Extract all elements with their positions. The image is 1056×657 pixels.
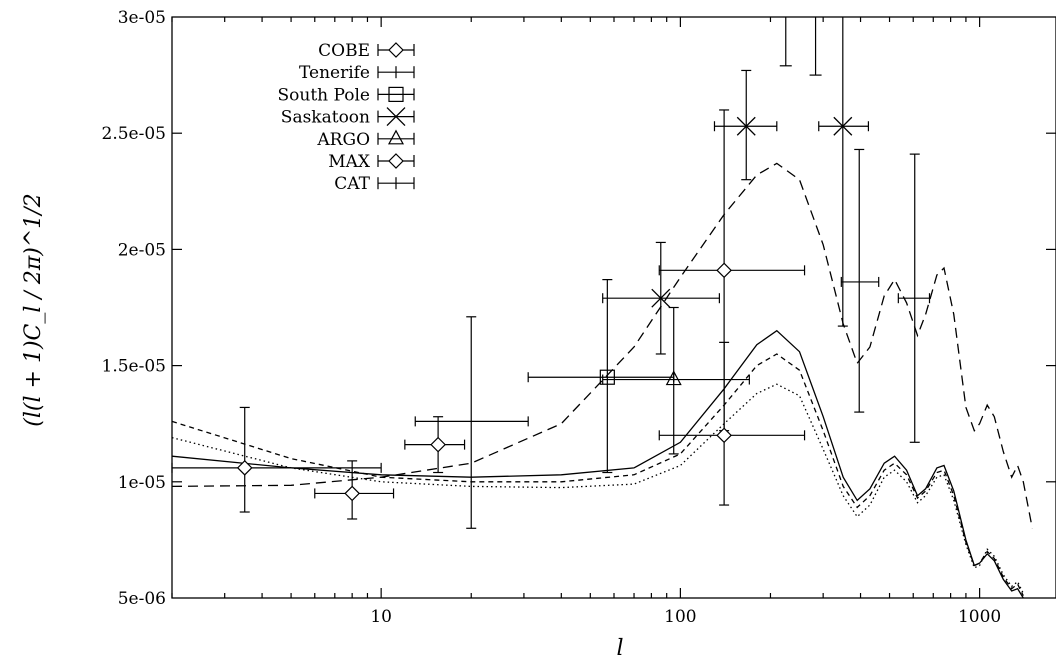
legend-label: South Pole [278, 85, 371, 105]
diamond-marker [430, 436, 446, 453]
model-curve-dotted [171, 383, 1024, 594]
model-curve-solid [171, 329, 1024, 599]
legend-label: COBE [318, 41, 370, 61]
triangle-marker [665, 370, 682, 386]
model-curves [171, 162, 1033, 599]
legend-label: MAX [328, 152, 371, 172]
diamond-marker [344, 485, 361, 502]
diamond-marker [236, 460, 253, 476]
x-tick-label: 100 [664, 607, 696, 627]
series-south-pole [527, 279, 675, 474]
series-cat [840, 148, 931, 443]
y-tick-label: 3e-05 [118, 8, 166, 28]
y-tick-label: 1.5e-05 [102, 357, 166, 377]
x-tick-label: 10 [370, 607, 392, 627]
x-marker [833, 116, 853, 136]
diamond-marker [388, 42, 404, 58]
series-max [658, 109, 806, 506]
diamond-marker [388, 153, 404, 169]
model-curve-long-dash [171, 162, 1033, 529]
series-argo [602, 306, 750, 455]
diamond-marker [716, 427, 732, 444]
x-marker [651, 288, 671, 308]
x-tick-label: 1000 [958, 607, 1001, 627]
x-marker [386, 107, 406, 127]
series-tenerife [414, 316, 529, 529]
square-marker [599, 369, 615, 385]
series-saskatoon [602, 17, 870, 355]
data-points [171, 17, 931, 529]
square-marker [388, 86, 404, 103]
model-curve-short-dash [171, 353, 1024, 596]
y-tick-label: 1e-05 [118, 473, 166, 493]
triangle-marker [387, 129, 405, 145]
axis-ticks: 5e-06 1e-05 1.5e-05 2e-05 2.5e-05 3e-05 10 100 1… [102, 8, 1056, 627]
y-tick-label: 2e-05 [118, 240, 166, 260]
legend-label: CAT [334, 174, 370, 194]
series-cobe [171, 406, 466, 520]
legend-label: Tenerife [299, 63, 370, 83]
diamond-marker [716, 262, 732, 279]
y-axis-label: (l(l + 1)C_l / 2π)^1/2 [21, 193, 46, 426]
y-tick-label: 2.5e-05 [102, 124, 166, 144]
legend-label: Saskatoon [281, 108, 370, 128]
x-marker [736, 116, 756, 136]
x-axis-label: l [616, 636, 623, 657]
y-tick-label: 5e-06 [118, 589, 166, 609]
legend-label: ARGO [316, 130, 370, 150]
